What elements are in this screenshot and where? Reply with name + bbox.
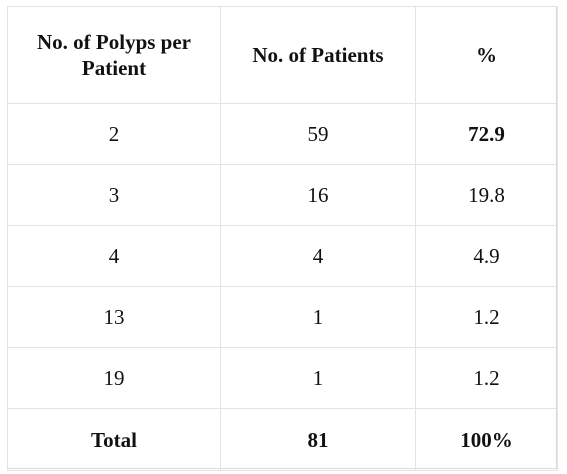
table-total-row: Total 81 100% — [7, 408, 558, 471]
cell-patients: 4 — [220, 225, 416, 287]
table-row: 19 1 1.2 — [7, 347, 558, 409]
cell-polyps: 13 — [7, 286, 221, 348]
table-row: 2 59 72.9 — [7, 103, 558, 165]
cell-patients: 16 — [220, 164, 416, 226]
cell-patients: 1 — [220, 347, 416, 409]
cell-polyps: 4 — [7, 225, 221, 287]
cell-percent: 19.8 — [415, 164, 558, 226]
cell-patients: 1 — [220, 286, 416, 348]
cell-polyps: 3 — [7, 164, 221, 226]
total-label: Total — [7, 408, 221, 471]
total-patients: 81 — [220, 408, 416, 471]
cell-patients: 59 — [220, 103, 416, 165]
polyps-table: No. of Polyps per Patient No. of Patient… — [7, 6, 558, 471]
table-header-row: No. of Polyps per Patient No. of Patient… — [7, 6, 558, 104]
table-row: 13 1 1.2 — [7, 286, 558, 348]
total-percent: 100% — [415, 408, 558, 471]
table-row: 4 4 4.9 — [7, 225, 558, 287]
table-row: 3 16 19.8 — [7, 164, 558, 226]
cell-percent: 1.2 — [415, 286, 558, 348]
cell-percent: 72.9 — [415, 103, 558, 165]
cell-polyps: 19 — [7, 347, 221, 409]
cell-percent: 4.9 — [415, 225, 558, 287]
header-polyps-per-patient: No. of Polyps per Patient — [7, 6, 221, 104]
header-no-of-patients: No. of Patients — [220, 6, 416, 104]
cell-polyps: 2 — [7, 103, 221, 165]
cell-percent: 1.2 — [415, 347, 558, 409]
header-percent: % — [415, 6, 558, 104]
